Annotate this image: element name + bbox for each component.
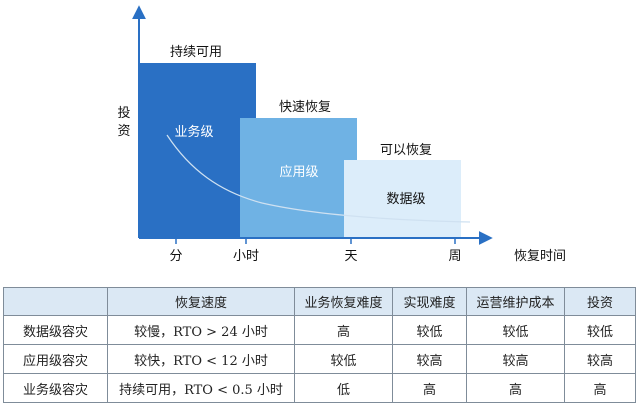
table-cell: 较低	[392, 315, 467, 345]
dr-comparison-table: 恢复速度 业务恢复难度 实现难度 运营维护成本 投资 数据级容灾 较慢，RTO …	[3, 287, 636, 403]
x-tick-label: 分	[169, 249, 182, 264]
table-row: 数据级容灾 较慢，RTO > 24 小时 高 较低 较低 较低	[3, 315, 636, 345]
tier-inner-label: 数据级	[386, 192, 425, 207]
header-recovery-speed: 恢复速度	[107, 287, 295, 316]
table-cell: 高	[392, 373, 467, 403]
tier-top-label: 可以恢复	[380, 143, 432, 158]
table-cell: 较低	[564, 315, 636, 345]
header-business-recovery-difficulty: 业务恢复难度	[294, 287, 393, 316]
table-cell: 较快，RTO < 12 小时	[107, 344, 295, 374]
row-label: 应用级容灾	[3, 344, 108, 374]
x-axis-label: 恢复时间	[514, 249, 566, 264]
data-tier-block	[344, 160, 461, 238]
x-tick-label: 天	[344, 249, 357, 264]
y-axis-label: 投	[117, 105, 130, 121]
table-header-row: 恢复速度 业务恢复难度 实现难度 运营维护成本 投资	[3, 287, 636, 316]
table-cell: 较高	[466, 344, 565, 374]
table-cell: 高	[564, 373, 636, 403]
header-investment: 投资	[564, 287, 636, 316]
header-implementation-difficulty: 实现难度	[392, 287, 467, 316]
row-label: 数据级容灾	[3, 315, 108, 345]
x-tick-label: 小时	[233, 249, 259, 264]
table-cell: 较低	[466, 315, 565, 345]
business-tier-block	[139, 63, 256, 238]
tier-top-label: 持续可用	[170, 45, 222, 60]
table-row: 应用级容灾 较快，RTO < 12 小时 较低 较高 较高 较高	[3, 344, 636, 374]
table-cell: 较高	[564, 344, 636, 374]
header-operation-cost: 运营维护成本	[466, 287, 565, 316]
table-cell: 高	[294, 315, 393, 345]
tier-inner-label: 业务级	[174, 124, 213, 140]
table-cell: 较高	[392, 344, 467, 374]
table-cell: 较慢，RTO > 24 小时	[107, 315, 295, 345]
y-axis-label: 资	[117, 124, 130, 139]
table-cell: 较低	[294, 344, 393, 374]
table-cell: 持续可用，RTO < 0.5 小时	[107, 373, 295, 403]
tier-top-label: 快速恢复	[279, 100, 331, 115]
row-label: 业务级容灾	[3, 373, 108, 403]
table-row: 业务级容灾 持续可用，RTO < 0.5 小时 低 高 高 高	[3, 373, 636, 403]
tier-inner-label: 应用级	[279, 164, 318, 180]
recovery-tier-diagram: 持续可用 快速恢复 可以恢复 业务级 应用级 数据级 投 资 分 小时 天 周 …	[117, 5, 566, 264]
application-tier-block	[240, 118, 357, 238]
x-tick-label: 周	[448, 249, 461, 264]
table-cell: 低	[294, 373, 393, 403]
header-cell-blank	[3, 287, 108, 316]
table-cell: 高	[466, 373, 565, 403]
investment-curve	[166, 134, 471, 223]
